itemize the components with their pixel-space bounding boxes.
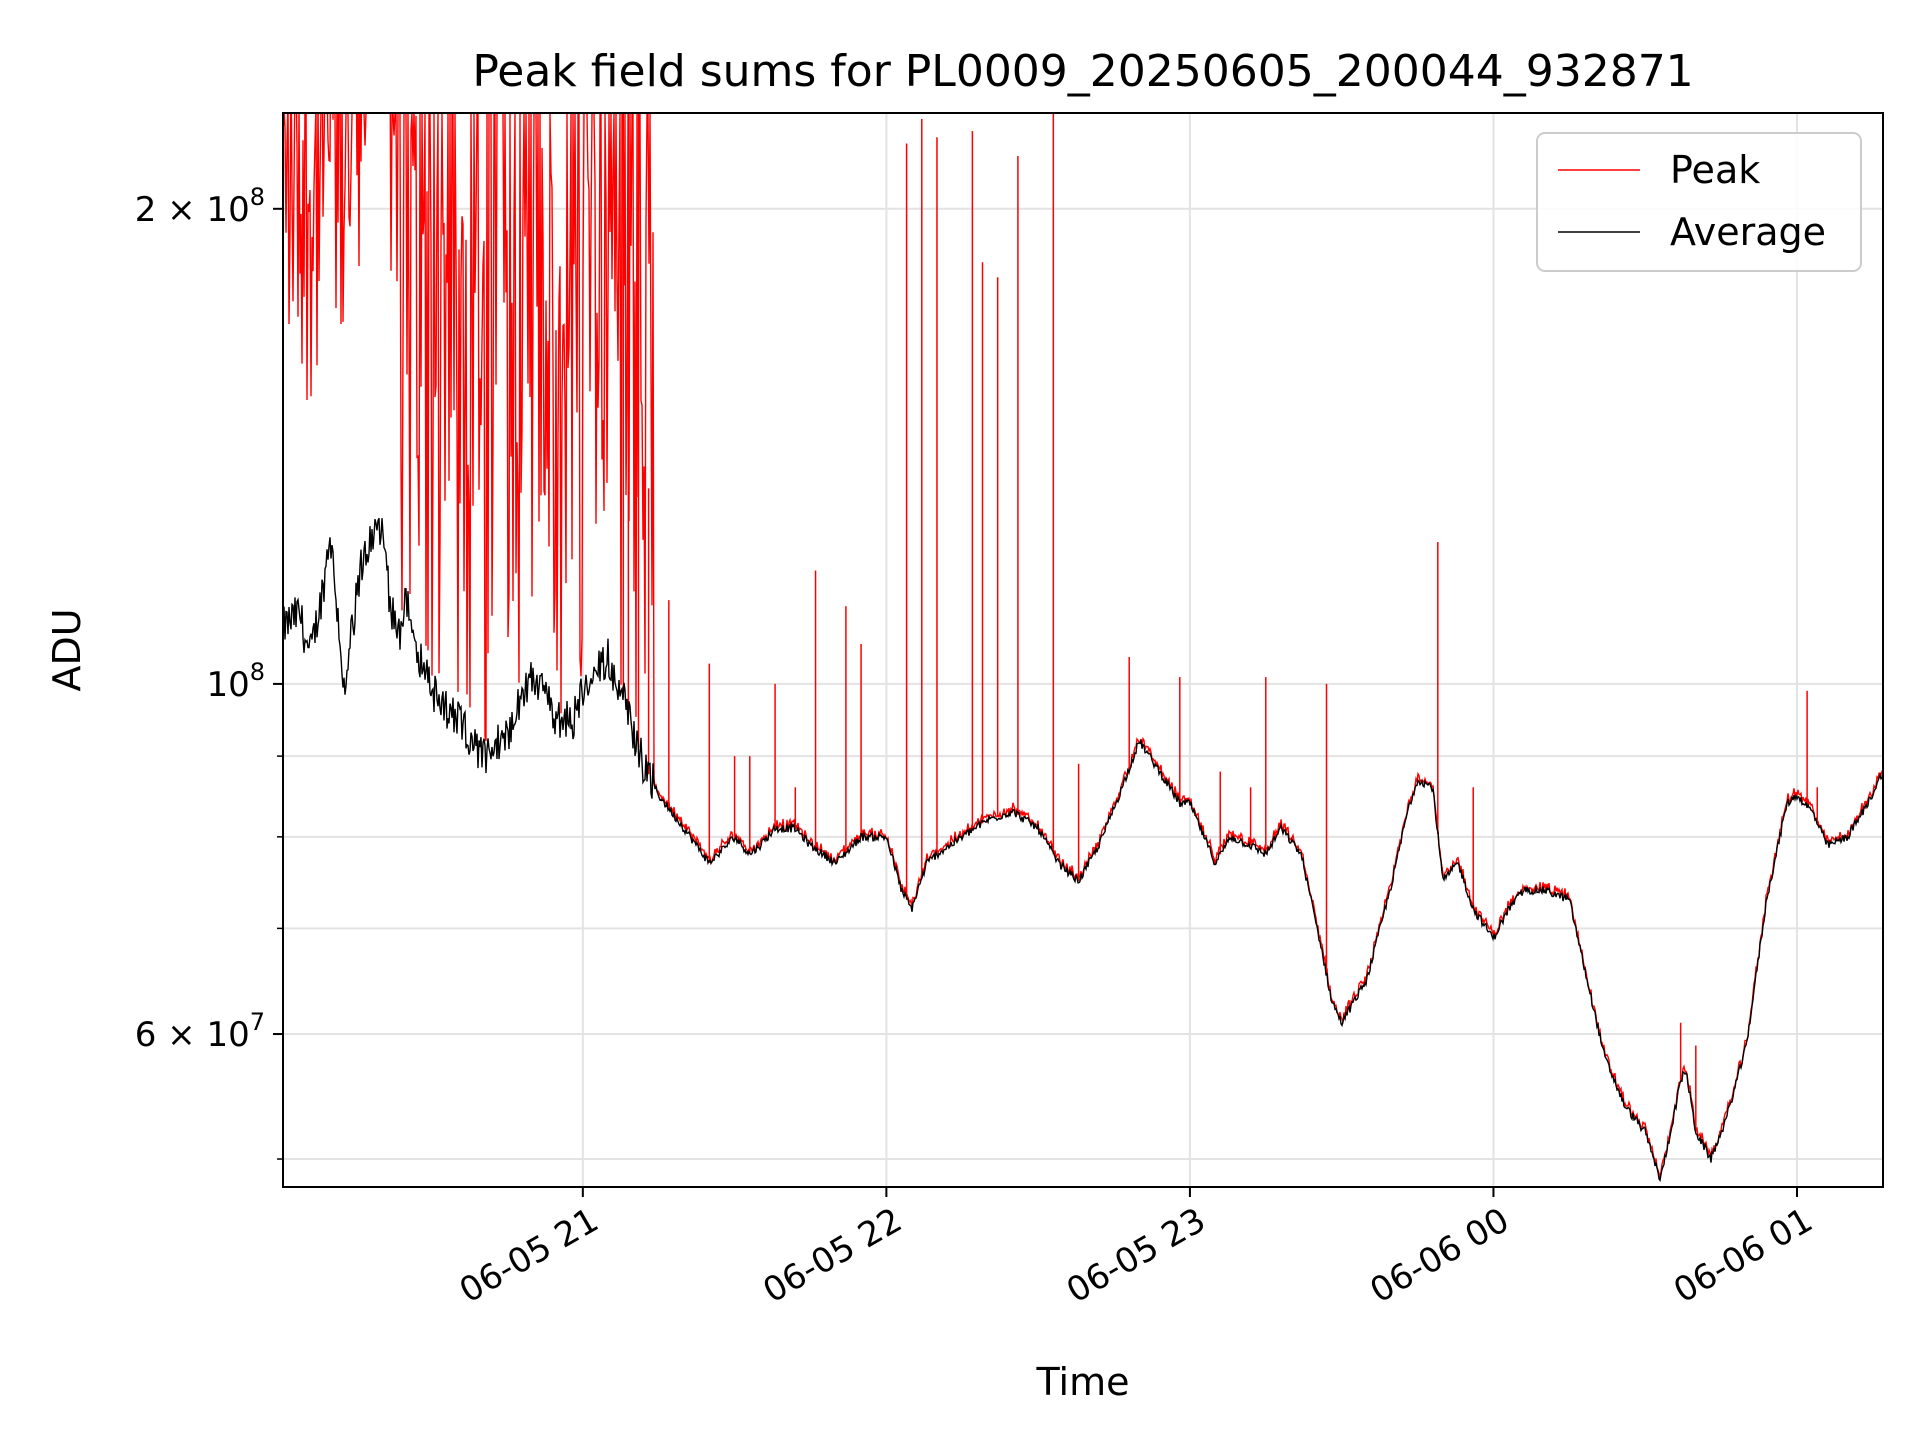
legend-peak-label: Peak xyxy=(1670,148,1760,192)
y-tick-label: 108 xyxy=(206,658,265,705)
legend-average-label: Average xyxy=(1670,210,1826,254)
x-axis-label: Time xyxy=(1036,1360,1130,1404)
y-tick-label: 6 × 107 xyxy=(135,1008,265,1055)
y-tick-label: 2 × 108 xyxy=(135,183,265,230)
chart-title: Peak field sums for PL0009_20250605_2000… xyxy=(472,46,1693,97)
y-axis-label: ADU xyxy=(45,608,89,691)
average-series-line xyxy=(283,517,1883,1183)
legend: Peak Average xyxy=(1536,132,1862,272)
series-layer xyxy=(283,113,1883,1183)
plot-frame xyxy=(282,112,1884,1188)
legend-box xyxy=(1536,132,1862,272)
